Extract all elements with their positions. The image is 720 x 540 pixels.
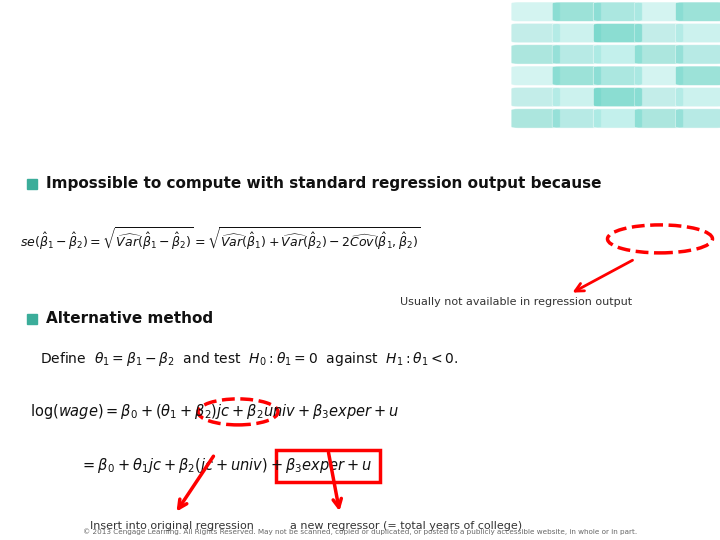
FancyBboxPatch shape xyxy=(552,2,601,22)
Text: a new regressor (= total years of college): a new regressor (= total years of colleg… xyxy=(290,521,522,531)
FancyBboxPatch shape xyxy=(634,45,683,64)
Text: Insert into original regression: Insert into original regression xyxy=(90,521,254,531)
Text: Usually not available in regression output: Usually not available in regression outp… xyxy=(400,297,632,307)
FancyBboxPatch shape xyxy=(675,2,720,22)
FancyBboxPatch shape xyxy=(593,23,642,43)
FancyBboxPatch shape xyxy=(675,109,720,128)
FancyBboxPatch shape xyxy=(552,45,601,64)
Text: Impossible to compute with standard regression output because: Impossible to compute with standard regr… xyxy=(46,177,601,191)
FancyBboxPatch shape xyxy=(552,109,601,128)
Text: Alternative method: Alternative method xyxy=(46,312,213,326)
FancyBboxPatch shape xyxy=(634,109,683,128)
FancyBboxPatch shape xyxy=(552,23,601,43)
FancyBboxPatch shape xyxy=(593,2,642,22)
Text: Define  $\theta_1=\beta_1-\beta_2$  and test  $H_0:\theta_1=0$  against  $H_1:\t: Define $\theta_1=\beta_1-\beta_2$ and te… xyxy=(40,350,459,368)
FancyBboxPatch shape xyxy=(634,2,683,22)
FancyBboxPatch shape xyxy=(634,66,683,85)
FancyBboxPatch shape xyxy=(511,45,560,64)
FancyBboxPatch shape xyxy=(675,87,720,107)
FancyBboxPatch shape xyxy=(593,87,642,107)
FancyBboxPatch shape xyxy=(593,66,642,85)
FancyBboxPatch shape xyxy=(511,23,560,43)
Text: Analysis: Inference: Analysis: Inference xyxy=(22,76,441,114)
FancyBboxPatch shape xyxy=(634,87,683,107)
Text: Multiple Regression: Multiple Regression xyxy=(22,14,457,52)
FancyBboxPatch shape xyxy=(511,109,560,128)
FancyBboxPatch shape xyxy=(511,2,560,22)
FancyBboxPatch shape xyxy=(511,66,560,85)
FancyBboxPatch shape xyxy=(552,87,601,107)
FancyBboxPatch shape xyxy=(634,23,683,43)
Text: $se(\hat{\beta}_1-\hat{\beta}_2)=\sqrt{\widehat{Var}(\hat{\beta}_1-\hat{\beta}_2: $se(\hat{\beta}_1-\hat{\beta}_2)=\sqrt{\… xyxy=(20,225,421,252)
FancyBboxPatch shape xyxy=(675,66,720,85)
Text: $\log(\mathit{wage})=\beta_0+(\theta_1+\beta_2)\mathit{jc}+\beta_2\mathit{univ}+: $\log(\mathit{wage})=\beta_0+(\theta_1+\… xyxy=(30,402,399,421)
FancyBboxPatch shape xyxy=(675,23,720,43)
FancyBboxPatch shape xyxy=(675,45,720,64)
FancyBboxPatch shape xyxy=(593,109,642,128)
FancyBboxPatch shape xyxy=(593,45,642,64)
FancyBboxPatch shape xyxy=(552,66,601,85)
Text: © 2013 Cengage Learning. All Rights Reserved. May not be scanned, copied or dupl: © 2013 Cengage Learning. All Rights Rese… xyxy=(83,529,637,535)
Text: $=\beta_0+\theta_1\mathit{jc}+\beta_2(\mathit{jc}+\mathit{univ})+\beta_3\mathit{: $=\beta_0+\theta_1\mathit{jc}+\beta_2(\m… xyxy=(80,456,372,475)
FancyBboxPatch shape xyxy=(511,87,560,107)
